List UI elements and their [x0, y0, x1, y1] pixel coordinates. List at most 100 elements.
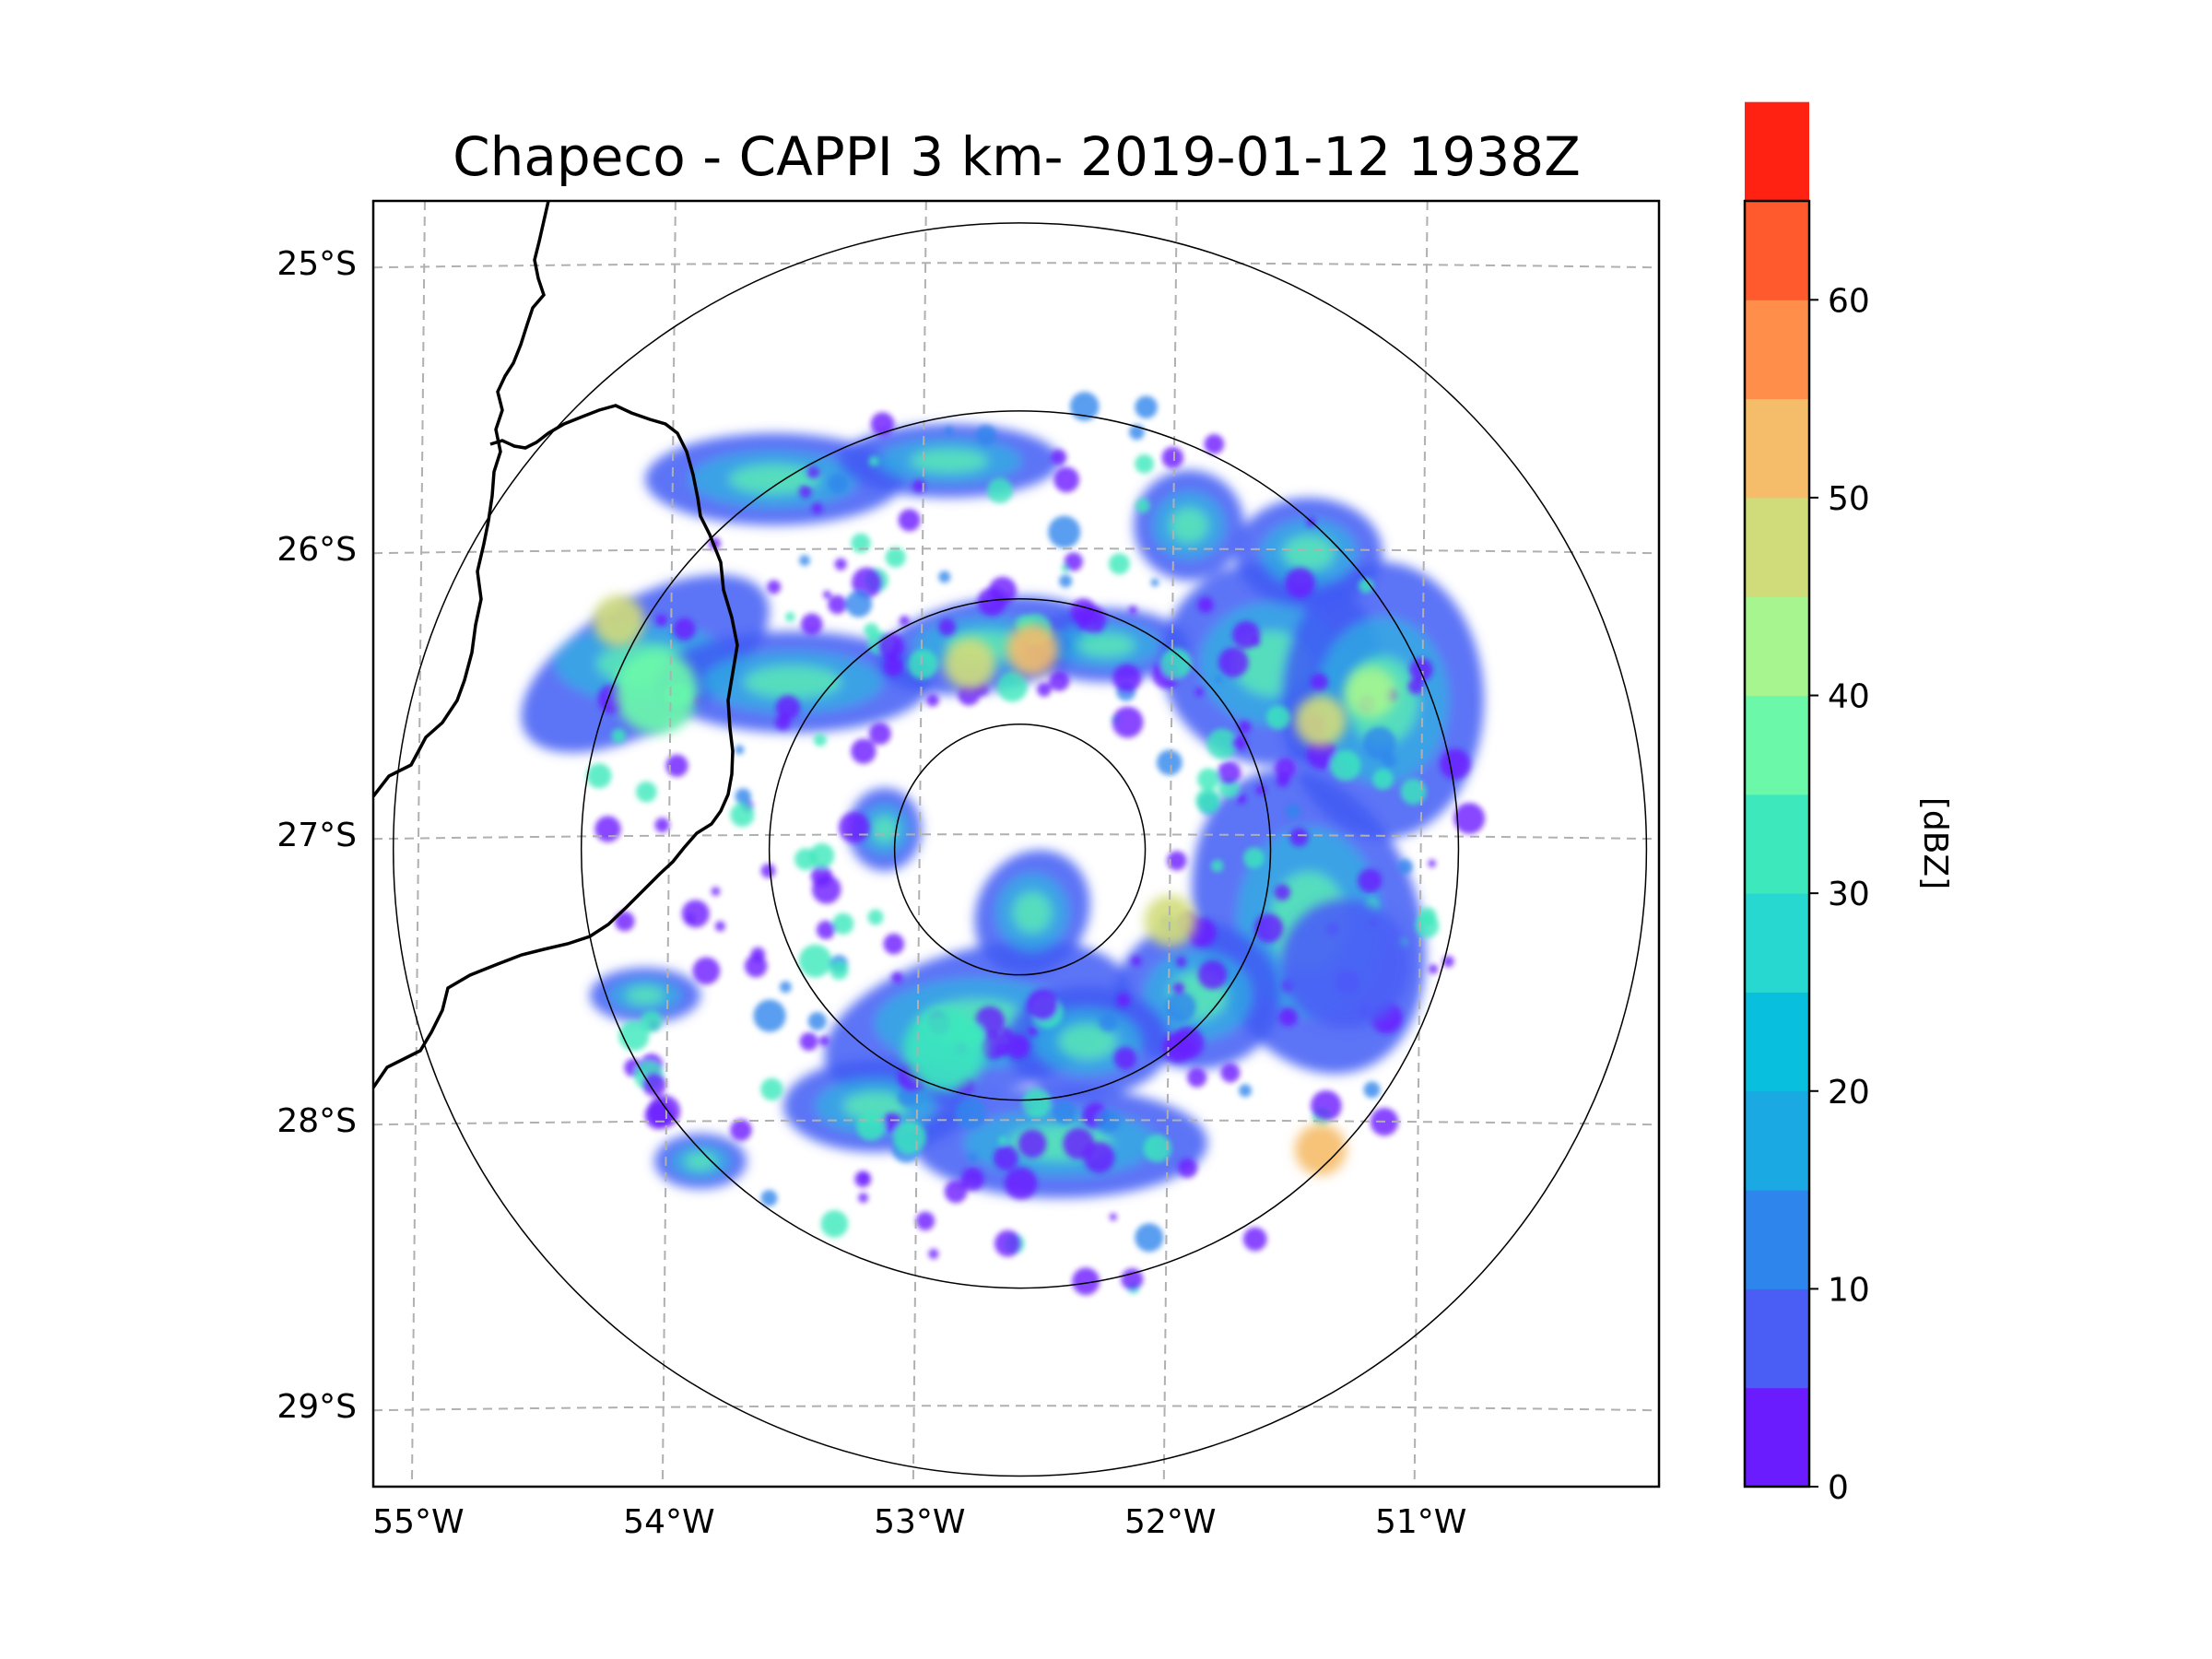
colorbar-band — [1745, 1288, 1809, 1389]
echo-speck — [1306, 738, 1337, 770]
echo-cores — [593, 594, 1411, 1176]
echo-speck — [730, 1119, 752, 1141]
echo-speck — [987, 477, 1013, 504]
colorbar-band — [1745, 794, 1809, 894]
longitude-tick-labels: 55°W 54°W 53°W 52°W 51°W — [372, 1503, 1466, 1541]
echo-speck — [1077, 605, 1107, 635]
echo-speck — [1005, 1034, 1030, 1059]
echo-speck — [1165, 991, 1196, 1023]
echo-speck — [1397, 859, 1413, 875]
echo-speck — [893, 1121, 926, 1154]
echo-speck — [1218, 647, 1249, 677]
echo-speck — [586, 763, 612, 789]
echo-speck — [1210, 859, 1224, 873]
echo-speck — [822, 590, 831, 599]
echo-speck — [1274, 884, 1291, 900]
echo-speck — [958, 683, 981, 706]
echo-speck — [996, 671, 1028, 702]
echo-speck — [750, 947, 766, 962]
lat-tick-label: 29°S — [276, 1388, 357, 1426]
colorbar-tick-label: 0 — [1828, 1469, 1849, 1507]
echo-speck — [594, 816, 621, 842]
echo-cell — [684, 1152, 717, 1171]
echo-speck — [1175, 956, 1187, 968]
echo-speck — [1285, 804, 1301, 819]
echo-region-central-core — [1144, 895, 1196, 947]
echo-speck — [753, 999, 786, 1032]
colorbar-tick-label: 30 — [1828, 876, 1870, 913]
echo-cell — [744, 665, 841, 699]
echo-speck — [839, 811, 870, 843]
echo-speck — [1135, 498, 1150, 513]
echo-speck — [960, 1168, 984, 1192]
echo-region-southeast-stratiform — [1281, 899, 1411, 1029]
echo-speck — [635, 781, 657, 803]
echo-speck — [1409, 658, 1433, 682]
echo-region-south-band — [903, 1007, 986, 1091]
echo-speck — [891, 971, 903, 983]
echo-speck — [944, 1180, 968, 1204]
echo-speck — [867, 909, 884, 925]
echo-speck — [1187, 1067, 1207, 1088]
echo-speck — [864, 622, 879, 639]
echo-speck — [1048, 515, 1081, 548]
echo-speck — [1382, 753, 1397, 769]
echo-speck — [1000, 1027, 1014, 1041]
colorbar-tick-label: 20 — [1828, 1074, 1870, 1112]
lat-tick-label: 25°S — [276, 245, 357, 283]
paraguay-border-line — [373, 201, 550, 798]
echo-speck — [798, 485, 812, 499]
lon-tick-label: 52°W — [1124, 1503, 1216, 1541]
colorbar-frame — [1743, 199, 1811, 1488]
echo-speck — [1253, 913, 1284, 943]
echo-speck — [1143, 1134, 1172, 1163]
echo-speck — [993, 1145, 1018, 1171]
echo-cell — [626, 986, 665, 1005]
range-ring — [893, 723, 1147, 976]
parallel-line — [373, 1119, 1659, 1126]
echo-speck — [1275, 758, 1297, 780]
echo-speck — [714, 921, 725, 932]
echo-speck — [641, 1072, 666, 1097]
state-borders — [373, 201, 739, 1088]
echo-speck — [1049, 670, 1070, 691]
echo-speck — [1072, 1267, 1100, 1296]
colorbar-label: [dBZ] — [1916, 797, 1954, 889]
echo-speck — [1239, 1084, 1253, 1098]
echo-speck — [885, 547, 906, 568]
echo-speck — [730, 803, 755, 828]
echo-cell — [1013, 891, 1052, 934]
colorbar-tick-label: 50 — [1828, 480, 1870, 518]
colorbar-band — [1745, 893, 1809, 993]
echo-speck — [898, 509, 921, 532]
echo-speck — [1197, 959, 1228, 990]
echo-speck — [1310, 673, 1329, 691]
echo-speck — [1400, 778, 1427, 806]
echo-speck — [834, 558, 847, 571]
echo-speck — [938, 571, 951, 583]
echo-speck — [1442, 955, 1454, 968]
echo-speck — [828, 594, 847, 615]
echo-speck — [1018, 1129, 1047, 1159]
echo-speck — [1220, 1063, 1241, 1083]
echo-speck — [1217, 760, 1241, 785]
echo-speck — [1236, 794, 1247, 805]
colorbar-bands — [1745, 101, 1809, 1488]
echo-speck — [899, 616, 910, 626]
echo-speck — [1214, 675, 1223, 684]
echo-speck — [1238, 720, 1252, 734]
echo-speck — [938, 618, 956, 636]
echo-speck — [820, 1209, 849, 1238]
range-ring — [580, 410, 1460, 1289]
echo-speck — [832, 912, 854, 935]
map-frame — [371, 199, 1661, 1488]
colorbar-band — [1745, 398, 1809, 499]
echo-region-northeast-band — [1345, 666, 1397, 719]
echo-speck — [1096, 1109, 1121, 1134]
echo-speck — [816, 920, 836, 940]
echo-speck — [692, 957, 721, 985]
echo-speck — [711, 887, 721, 897]
lat-tick-label: 27°S — [276, 817, 357, 854]
echo-speck — [1135, 1223, 1164, 1253]
echo-speck — [1162, 1031, 1194, 1064]
